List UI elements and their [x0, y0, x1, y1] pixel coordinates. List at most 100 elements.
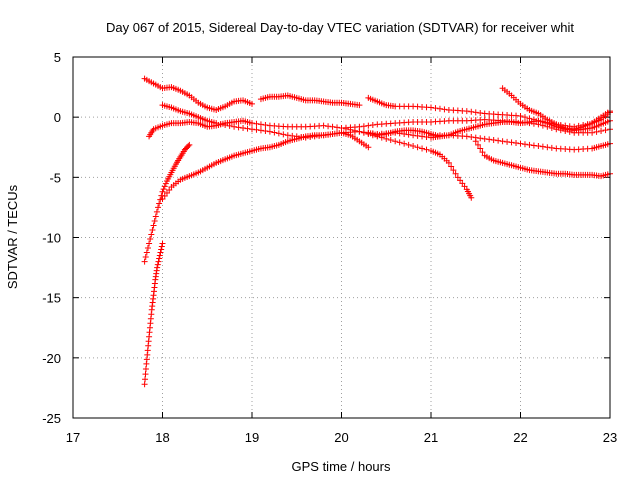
data-point	[392, 138, 399, 145]
data-point	[142, 365, 149, 372]
data-point	[457, 177, 464, 184]
data-point	[450, 167, 457, 174]
x-tick-label: 19	[245, 430, 259, 445]
data-points	[141, 75, 613, 388]
x-tick-label: 22	[513, 430, 527, 445]
data-point	[553, 126, 560, 133]
data-point	[325, 123, 332, 130]
data-point	[562, 128, 569, 135]
data-point	[157, 249, 164, 256]
series-arc-5	[159, 102, 475, 201]
data-point	[262, 121, 269, 128]
x-tick-label: 17	[66, 430, 80, 445]
data-point	[387, 137, 394, 144]
data-point	[479, 149, 486, 156]
data-point	[369, 121, 376, 128]
y-tick-label: -25	[42, 411, 61, 426]
data-point	[539, 143, 546, 150]
data-point	[468, 134, 475, 141]
y-tick-label: 0	[54, 110, 61, 125]
data-point	[271, 129, 278, 136]
data-point	[329, 123, 336, 130]
x-tick-label: 21	[424, 430, 438, 445]
data-point	[463, 108, 470, 115]
series-arc-1	[141, 75, 255, 113]
data-point	[477, 145, 484, 152]
data-point	[150, 222, 157, 229]
data-point	[213, 120, 220, 127]
data-point	[161, 192, 168, 199]
data-point	[185, 143, 192, 150]
data-point	[504, 138, 511, 145]
data-point	[419, 145, 426, 152]
data-point	[320, 122, 327, 129]
data-point	[158, 246, 165, 253]
data-point	[454, 174, 461, 181]
data-point	[490, 137, 497, 144]
data-point	[275, 130, 282, 137]
data-point	[356, 123, 363, 130]
data-point	[486, 136, 493, 143]
data-point	[441, 106, 448, 113]
data-point	[566, 128, 573, 135]
y-tick-label: 5	[54, 50, 61, 65]
data-point	[602, 127, 609, 134]
data-point	[159, 240, 166, 247]
data-point	[472, 109, 479, 116]
data-point	[158, 243, 165, 250]
data-point	[162, 180, 169, 187]
data-point	[249, 126, 255, 133]
data-point	[186, 141, 193, 148]
data-point	[589, 129, 596, 136]
data-point	[160, 186, 167, 193]
data-point	[334, 124, 341, 131]
data-point	[240, 124, 247, 131]
data-point	[436, 105, 443, 112]
data-point	[593, 128, 600, 135]
series-arc-12	[428, 132, 613, 153]
data-point	[548, 124, 555, 131]
data-point	[151, 217, 158, 224]
data-point	[539, 122, 546, 129]
data-point	[448, 163, 455, 170]
data-point	[253, 126, 260, 133]
data-point	[517, 112, 524, 119]
data-point	[544, 123, 551, 130]
data-point	[472, 134, 479, 141]
data-point	[401, 140, 408, 147]
data-point	[459, 180, 466, 187]
data-point	[244, 125, 251, 132]
data-point	[143, 249, 150, 256]
data-point	[410, 143, 417, 150]
data-point	[249, 120, 255, 127]
data-point	[141, 381, 148, 388]
data-point	[535, 143, 542, 150]
chart-title: Day 067 of 2015, Sidereal Day-to-day VTE…	[106, 20, 574, 35]
data-point	[166, 186, 173, 193]
y-tick-label: -15	[42, 291, 61, 306]
data-point	[598, 128, 605, 135]
data-point	[544, 144, 551, 151]
y-tick-label: -20	[42, 351, 61, 366]
data-point	[266, 128, 273, 135]
x-tick-label: 20	[334, 430, 348, 445]
data-point	[161, 183, 168, 190]
data-point	[141, 258, 148, 265]
data-point	[530, 120, 537, 127]
data-point	[468, 194, 475, 201]
data-point	[463, 133, 470, 140]
data-point	[548, 144, 555, 151]
axis-ticks	[72, 56, 611, 419]
data-point	[217, 121, 224, 128]
x-tick-label: 23	[603, 430, 617, 445]
series-arc-13	[338, 116, 613, 136]
data-point	[513, 140, 520, 147]
data-point	[521, 114, 528, 121]
data-point	[365, 144, 372, 151]
data-point	[526, 141, 533, 148]
data-point	[284, 132, 291, 139]
data-point	[155, 204, 162, 211]
data-point	[142, 376, 149, 383]
data-point	[226, 122, 233, 129]
data-point	[521, 119, 528, 126]
